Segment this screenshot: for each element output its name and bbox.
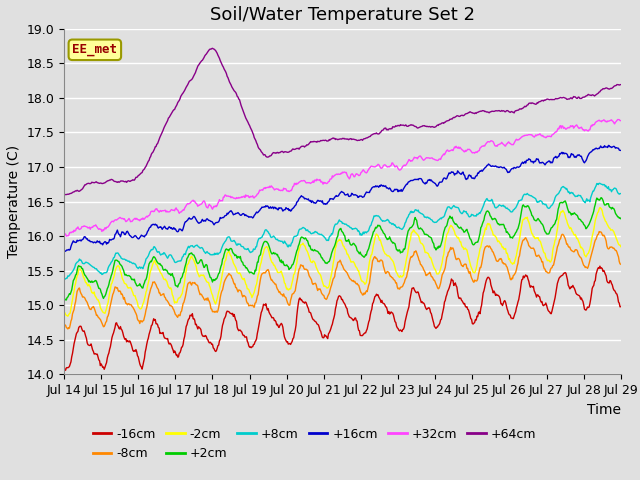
Legend: -16cm, -8cm, -2cm, +2cm, +8cm, +16cm, +32cm, +64cm: -16cm, -8cm, -2cm, +2cm, +8cm, +16cm, +3… <box>88 423 541 465</box>
Text: EE_met: EE_met <box>72 43 117 56</box>
Y-axis label: Temperature (C): Temperature (C) <box>7 145 21 258</box>
Title: Soil/Water Temperature Set 2: Soil/Water Temperature Set 2 <box>210 6 475 24</box>
X-axis label: Time: Time <box>587 403 621 417</box>
